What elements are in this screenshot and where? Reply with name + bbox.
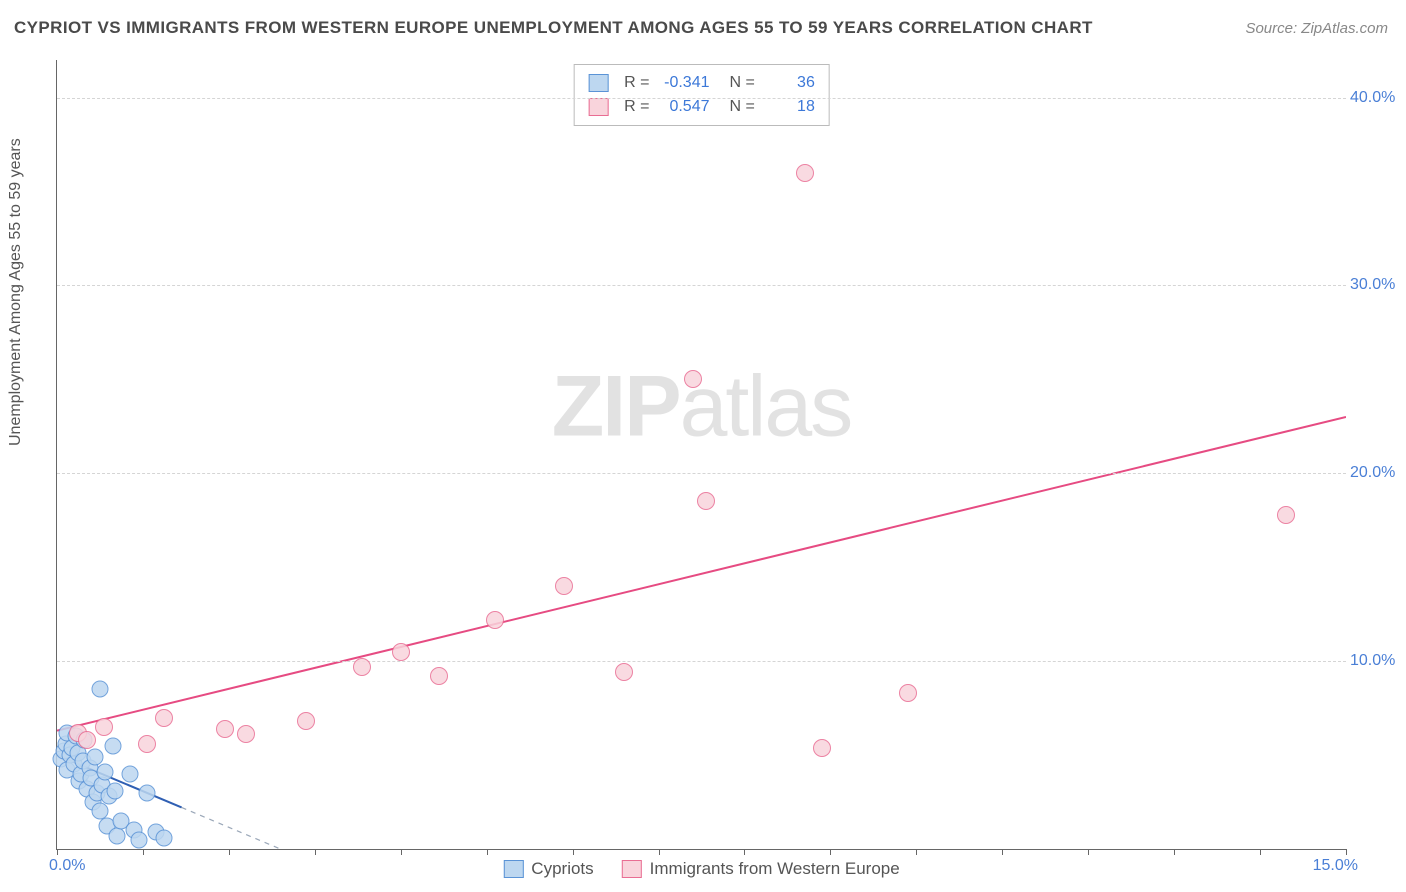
scatter-point-cypriots: [122, 765, 139, 782]
scatter-point-immigrants: [216, 720, 234, 738]
r-value-cypriots: -0.341: [660, 74, 710, 92]
x-axis-tick: [659, 849, 660, 855]
gridline: [57, 285, 1346, 286]
stats-row-immigrants: R = 0.547 N = 18: [588, 95, 815, 119]
r-label: R =: [624, 98, 649, 116]
scatter-point-cypriots: [104, 737, 121, 754]
scatter-point-immigrants: [615, 663, 633, 681]
x-axis-tick: [1260, 849, 1261, 855]
scatter-point-cypriots: [91, 681, 108, 698]
x-axis-tick: [143, 849, 144, 855]
scatter-point-cypriots: [109, 827, 126, 844]
n-label: N =: [730, 74, 755, 92]
y-axis-label: Unemployment Among Ages 55 to 59 years: [7, 138, 25, 446]
legend-label-immigrants: Immigrants from Western Europe: [650, 859, 900, 879]
scatter-point-cypriots: [107, 782, 124, 799]
scatter-point-immigrants: [796, 164, 814, 182]
scatter-point-immigrants: [95, 718, 113, 736]
stats-legend: R = -0.341 N = 36 R = 0.547 N = 18: [573, 64, 830, 126]
x-axis-tick: [401, 849, 402, 855]
r-value-immigrants: 0.547: [660, 98, 710, 116]
x-axis-end-label: 15.0%: [1313, 857, 1358, 875]
chart-title: CYPRIOT VS IMMIGRANTS FROM WESTERN EUROP…: [14, 18, 1093, 38]
x-axis-tick: [830, 849, 831, 855]
x-axis-tick: [1088, 849, 1089, 855]
scatter-point-immigrants: [155, 709, 173, 727]
x-axis-tick: [57, 849, 58, 855]
scatter-point-immigrants: [555, 577, 573, 595]
x-axis-tick: [744, 849, 745, 855]
source-attribution: Source: ZipAtlas.com: [1245, 20, 1388, 37]
scatter-point-immigrants: [297, 712, 315, 730]
y-axis-tick-label: 40.0%: [1350, 89, 1406, 107]
scatter-point-cypriots: [139, 784, 156, 801]
x-axis-tick: [573, 849, 574, 855]
x-axis-origin-label: 0.0%: [49, 857, 85, 875]
x-axis-tick: [916, 849, 917, 855]
plot-area: ZIPatlas R = -0.341 N = 36 R = 0.547 N =…: [56, 60, 1346, 850]
gridline: [57, 98, 1346, 99]
scatter-point-immigrants: [78, 731, 96, 749]
y-axis-tick-label: 10.0%: [1350, 652, 1406, 670]
r-label: R =: [624, 74, 649, 92]
scatter-point-immigrants: [684, 370, 702, 388]
scatter-point-immigrants: [813, 739, 831, 757]
n-label: N =: [730, 98, 755, 116]
watermark-atlas: atlas: [680, 359, 852, 455]
legend-item-immigrants: Immigrants from Western Europe: [622, 859, 900, 879]
legend-label-cypriots: Cypriots: [531, 859, 593, 879]
swatch-cypriots: [588, 74, 608, 92]
watermark-zip: ZIP: [552, 359, 680, 455]
x-axis-tick: [1174, 849, 1175, 855]
scatter-point-immigrants: [353, 658, 371, 676]
n-value-cypriots: 36: [765, 74, 815, 92]
watermark: ZIPatlas: [552, 358, 851, 457]
scatter-point-cypriots: [97, 763, 114, 780]
swatch-immigrants: [588, 98, 608, 116]
scatter-point-cypriots: [130, 831, 147, 848]
x-axis-tick: [1346, 849, 1347, 855]
legend-item-cypriots: Cypriots: [503, 859, 593, 879]
gridline: [57, 661, 1346, 662]
x-axis-tick: [229, 849, 230, 855]
x-axis-tick: [1002, 849, 1003, 855]
scatter-point-immigrants: [1277, 506, 1295, 524]
series-legend: Cypriots Immigrants from Western Europe: [503, 859, 899, 879]
scatter-point-immigrants: [899, 684, 917, 702]
scatter-point-immigrants: [138, 735, 156, 753]
chart-container: CYPRIOT VS IMMIGRANTS FROM WESTERN EUROP…: [0, 0, 1406, 892]
y-axis-tick-label: 20.0%: [1350, 464, 1406, 482]
scatter-point-immigrants: [392, 643, 410, 661]
y-axis-tick-label: 30.0%: [1350, 276, 1406, 294]
x-axis-tick: [315, 849, 316, 855]
scatter-point-immigrants: [430, 667, 448, 685]
scatter-point-immigrants: [237, 725, 255, 743]
scatter-point-immigrants: [486, 611, 504, 629]
scatter-point-cypriots: [86, 748, 103, 765]
stats-row-cypriots: R = -0.341 N = 36: [588, 71, 815, 95]
x-axis-tick: [487, 849, 488, 855]
gridline: [57, 473, 1346, 474]
swatch-cypriots: [503, 860, 523, 878]
n-value-immigrants: 18: [765, 98, 815, 116]
scatter-point-immigrants: [697, 492, 715, 510]
scatter-point-cypriots: [156, 829, 173, 846]
swatch-immigrants: [622, 860, 642, 878]
